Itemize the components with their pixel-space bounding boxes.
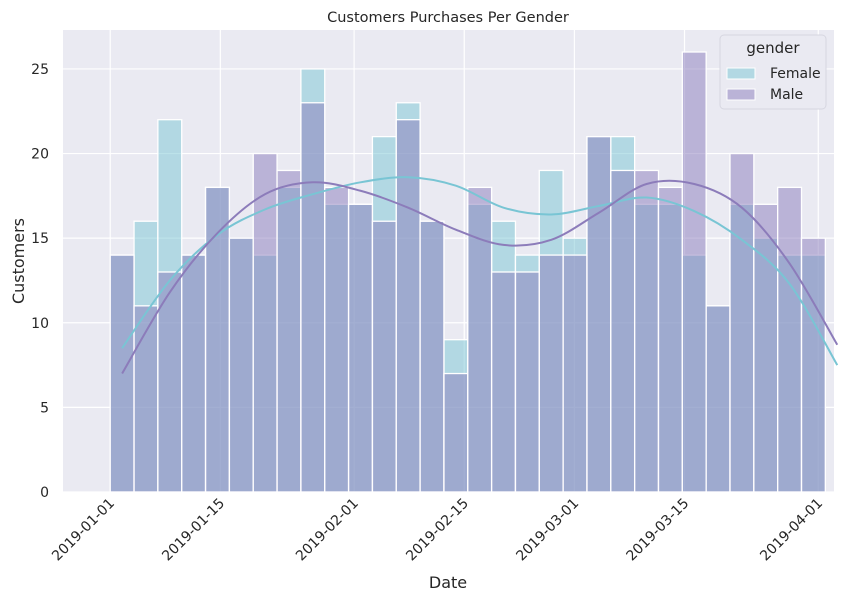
bar-male: [514, 271, 540, 493]
y-tick-label: 25: [31, 62, 49, 78]
bar-male: [228, 237, 254, 493]
x-tick-label: 2019-02-15: [403, 496, 472, 565]
legend-swatch-male: [726, 88, 756, 101]
bar-male: [586, 135, 612, 493]
y-axis-label: Customers: [9, 218, 28, 304]
bar-male: [657, 186, 683, 493]
y-tick-label: 15: [31, 231, 49, 247]
bar-male: [705, 305, 731, 493]
bar-male: [443, 372, 469, 493]
x-tick-label: 2019-01-01: [49, 496, 118, 565]
bar-male: [800, 237, 826, 493]
x-tick-label: 2019-04-01: [757, 496, 826, 565]
bar-male: [300, 102, 326, 493]
bar-male: [133, 305, 159, 493]
bar-male: [777, 186, 803, 493]
bar-male: [347, 203, 374, 493]
kde-line-male: [121, 179, 839, 375]
bar-male: [681, 51, 707, 493]
x-tick-label: 2019-01-15: [159, 496, 228, 565]
legend-label-female: Female: [770, 66, 821, 82]
y-tick-label: 10: [31, 316, 49, 332]
bar-male: [109, 254, 135, 493]
x-tick-label: 2019-02-01: [293, 496, 362, 565]
legend-label-male: Male: [770, 87, 803, 103]
bar-male: [753, 203, 779, 493]
legend-title: gender: [746, 39, 800, 57]
legend: gender Female Male: [719, 34, 827, 110]
bar-male: [181, 254, 207, 493]
bar-male: [276, 169, 302, 493]
bar-male: [538, 254, 564, 493]
bar-male: [252, 152, 278, 493]
y-tick-label: 20: [31, 147, 49, 163]
bar-male: [467, 186, 493, 493]
y-tick-label: 5: [40, 400, 49, 416]
x-tick-labels: 2019-01-01 2019-01-15 2019-02-01 2019-02-15…: [49, 496, 826, 565]
x-tick-label: 2019-03-15: [623, 496, 692, 565]
x-tick-label: 2019-03-01: [513, 496, 582, 565]
y-tick-labels: 0 5 10 15 20 25: [31, 62, 49, 501]
bar-male: [395, 119, 421, 493]
bar-male: [633, 169, 660, 493]
y-tick-label: 0: [40, 485, 49, 501]
kde-curves: [121, 176, 839, 375]
legend-swatch-female: [726, 67, 756, 80]
x-axis-label: Date: [429, 573, 467, 592]
kde-line-female: [121, 176, 839, 366]
bars-layer: [109, 51, 826, 493]
bar-male: [729, 152, 755, 493]
bar-male: [610, 169, 636, 493]
bar-male: [371, 220, 397, 493]
bar-male: [324, 186, 350, 493]
legend-entries: Female Male: [726, 66, 821, 103]
bar-male: [562, 254, 588, 493]
chart-title: Customers Purchases Per Gender: [327, 10, 569, 26]
bar-male: [419, 220, 445, 493]
bar-male: [490, 271, 517, 493]
